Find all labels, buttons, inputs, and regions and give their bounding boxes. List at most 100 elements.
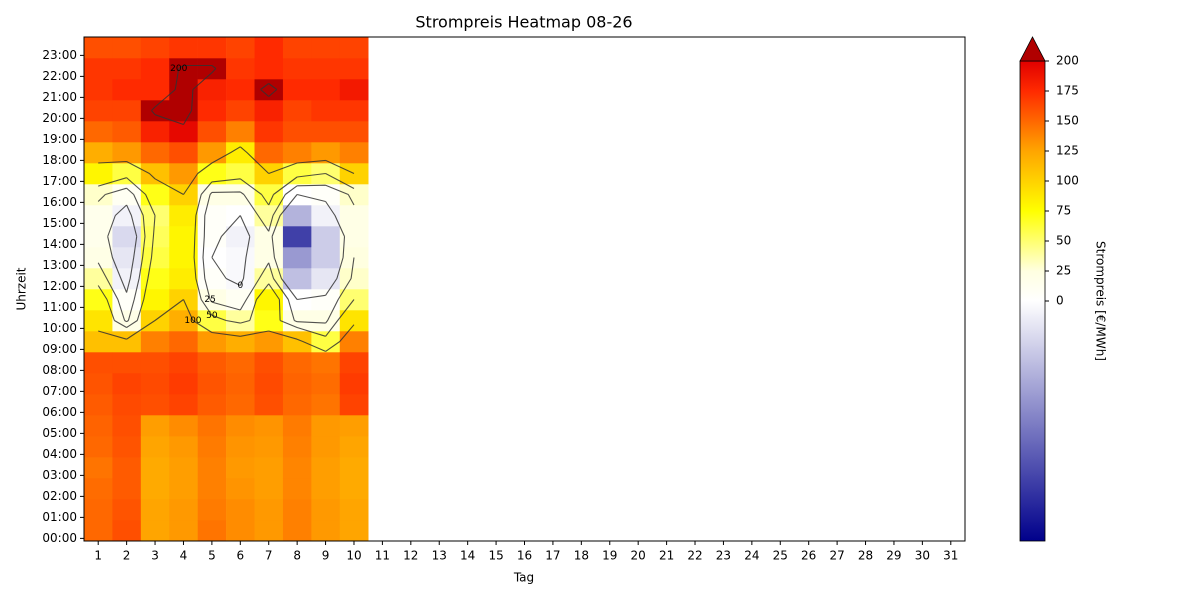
y-tick-label: 11:00: [42, 300, 77, 314]
heat-cell: [339, 142, 369, 164]
heat-cell: [282, 415, 312, 437]
heat-cell: [112, 331, 142, 353]
contour-line: [107, 193, 346, 301]
heat-cell: [84, 142, 113, 164]
heat-cell: [84, 247, 113, 269]
heat-cell: [112, 58, 142, 80]
heat-cell: [339, 79, 369, 101]
heat-cell: [140, 268, 170, 290]
heat-cell: [197, 436, 227, 458]
heat-cell: [112, 520, 142, 542]
heat-cell: [197, 499, 227, 521]
heat-cell: [112, 142, 142, 164]
y-tick-label: 22:00: [42, 69, 77, 83]
heat-cell: [169, 415, 198, 437]
heat-cell: [169, 394, 198, 416]
heat-cell: [84, 100, 113, 122]
heat-cell: [197, 79, 227, 101]
heat-cell: [169, 478, 198, 500]
chart-title: Strompreis Heatmap 08-26: [415, 13, 632, 32]
heat-cell: [140, 37, 170, 59]
heat-cell: [226, 373, 255, 395]
heat-cell: [169, 499, 198, 521]
x-tick-label: 8: [293, 549, 301, 563]
heat-cell: [311, 37, 341, 59]
heat-cell: [197, 226, 227, 248]
heat-cell: [226, 163, 255, 185]
y-tick-label: 17:00: [42, 174, 77, 188]
heat-cell: [169, 268, 198, 290]
heat-cell: [84, 310, 113, 332]
heat-cell: [140, 163, 170, 185]
heat-cell: [84, 163, 113, 185]
heat-cell: [197, 37, 227, 59]
heat-cell: [140, 121, 170, 143]
x-tick-label: 1: [94, 549, 102, 563]
heat-cell: [84, 457, 113, 479]
heat-cell: [140, 394, 170, 416]
heat-cell: [197, 58, 227, 80]
heat-cell: [112, 310, 142, 332]
heat-cell: [254, 436, 284, 458]
heat-cell: [254, 394, 284, 416]
heat-cell: [84, 478, 113, 500]
x-tick-label: 2: [123, 549, 131, 563]
heat-cell: [197, 415, 227, 437]
heat-cell: [112, 373, 142, 395]
y-tick-label: 13:00: [42, 258, 77, 272]
y-tick-label: 08:00: [42, 363, 77, 377]
heat-cell: [254, 37, 284, 59]
x-tick-label: 24: [744, 549, 759, 563]
heat-cell: [112, 394, 142, 416]
heat-cell: [339, 520, 369, 542]
heat-cell: [169, 373, 198, 395]
heat-cell: [226, 499, 255, 521]
heat-cell: [140, 58, 170, 80]
heat-cell: [339, 184, 369, 206]
heat-cell: [311, 394, 341, 416]
heat-cell: [311, 142, 341, 164]
heat-cell: [169, 457, 198, 479]
heat-cell: [197, 121, 227, 143]
heat-cell: [112, 163, 142, 185]
x-tick-label: 3: [151, 549, 159, 563]
heat-cell: [169, 205, 198, 227]
heat-cell: [282, 121, 312, 143]
heat-cell: [254, 520, 284, 542]
y-tick-label: 16:00: [42, 195, 77, 209]
y-tick-label: 07:00: [42, 384, 77, 398]
heat-cell: [226, 226, 255, 248]
heat-cell: [197, 184, 227, 206]
contour-label: 25: [204, 295, 215, 305]
heat-cell: [112, 184, 142, 206]
heat-cell: [282, 457, 312, 479]
heat-cell: [169, 79, 198, 101]
x-tick-label: 10: [346, 549, 361, 563]
heat-cell: [226, 289, 255, 311]
colorbar-tick-label: 125: [1056, 144, 1079, 158]
heat-cell: [339, 373, 369, 395]
heat-cell: [84, 184, 113, 206]
heat-cell: [140, 415, 170, 437]
heat-cell: [84, 58, 113, 80]
heat-cell: [226, 331, 255, 353]
x-tick-label: 31: [943, 549, 958, 563]
heat-cell: [282, 58, 312, 80]
heat-cell: [169, 520, 198, 542]
heat-cell: [311, 268, 341, 290]
heat-cell: [311, 331, 341, 353]
x-tick-label: 19: [602, 549, 617, 563]
heat-cell: [339, 310, 369, 332]
heat-cell: [84, 394, 113, 416]
heat-cell: [112, 226, 142, 248]
y-axis-label: Uhrzeit: [15, 267, 29, 310]
heat-cell: [282, 310, 312, 332]
x-tick-label: 11: [375, 549, 390, 563]
contours: 0 25 50 100 200: [97, 64, 355, 352]
y-tick-label: 23:00: [42, 48, 77, 62]
heat-cell: [84, 289, 113, 311]
heat-cell: [282, 331, 312, 353]
heat-cell: [84, 79, 113, 101]
heat-cell: [311, 499, 341, 521]
